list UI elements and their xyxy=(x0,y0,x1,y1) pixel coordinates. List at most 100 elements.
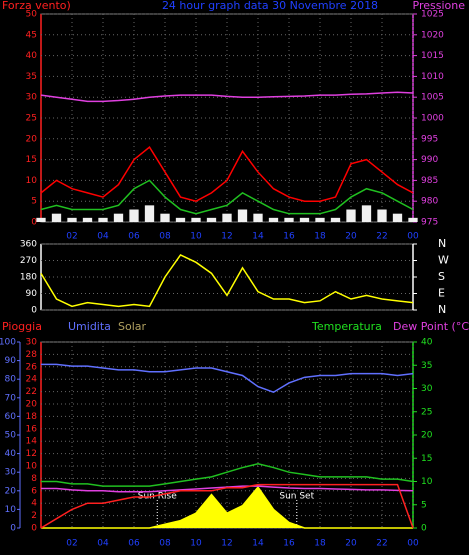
x-tick-label: 00 xyxy=(407,539,419,549)
x-tick-label: 02 xyxy=(66,232,77,242)
y-tick-label: 30 xyxy=(26,338,38,348)
y2-tick-label: 980 xyxy=(421,197,438,207)
y3-tick-label: 70 xyxy=(5,393,17,403)
y3-tick-label: 100 xyxy=(0,338,16,348)
x-tick-label: 14 xyxy=(252,232,264,242)
y2-tick-label: 1000 xyxy=(421,114,444,124)
y-tick-label: 45 xyxy=(26,30,37,40)
x-tick-label: 18 xyxy=(314,539,326,549)
x-tick-label: 08 xyxy=(159,539,171,549)
y3-tick-label: 10 xyxy=(5,505,17,515)
bar xyxy=(144,205,155,222)
bar xyxy=(51,213,62,222)
x-tick-label: 06 xyxy=(128,232,140,242)
axis-label: Solar xyxy=(118,320,147,333)
annotation: Sun Rise xyxy=(138,492,177,502)
axis-label: Temperatura xyxy=(311,320,382,333)
bar xyxy=(361,205,372,222)
annotation: Sun Set xyxy=(279,492,314,502)
x-tick-label: 16 xyxy=(283,539,295,549)
bar xyxy=(377,209,387,222)
line xyxy=(40,146,414,203)
y2-tick-label: 990 xyxy=(421,155,438,165)
y2-tick-label: W xyxy=(438,254,449,267)
y2-tick-label: 35 xyxy=(421,361,432,371)
y2-tick-label: 995 xyxy=(421,134,438,144)
y-tick-label: 28 xyxy=(26,350,38,360)
line xyxy=(40,179,414,215)
bar xyxy=(113,213,124,222)
y-axis-title: Forza vento) xyxy=(2,0,71,12)
area xyxy=(41,485,413,529)
y-tick-label: 35 xyxy=(26,72,37,82)
x-tick-label: 10 xyxy=(190,539,202,549)
bar xyxy=(284,217,294,222)
y2-tick-label: N xyxy=(438,237,446,250)
y2-tick-label: 20 xyxy=(421,431,433,441)
chart-title: 24 hour graph data 30 Novembre 2018 xyxy=(162,0,378,12)
y-tick-label: 180 xyxy=(20,273,37,283)
y-tick-label: 4 xyxy=(31,499,37,509)
y-tick-label: 0 xyxy=(31,218,37,228)
line xyxy=(40,91,414,103)
y-tick-label: 40 xyxy=(26,51,38,61)
y-tick-label: 20 xyxy=(26,134,38,144)
bar xyxy=(253,213,263,222)
y2-tick-label: 1010 xyxy=(421,72,444,82)
bar xyxy=(82,217,93,222)
y3-tick-label: 20 xyxy=(5,486,17,496)
y2-tick-label: N xyxy=(438,303,446,316)
x-tick-label: 08 xyxy=(159,232,171,242)
axis-label: Dew Point (°C) xyxy=(393,320,469,333)
x-tick-label: 02 xyxy=(66,539,77,549)
bar xyxy=(299,217,310,222)
x-tick-label: 22 xyxy=(376,539,387,549)
y2-tick-label: 30 xyxy=(421,384,433,394)
y2-tick-label: 1015 xyxy=(421,51,444,61)
y2-tick-label: 15 xyxy=(421,454,432,464)
y-tick-label: 14 xyxy=(26,437,38,447)
x-tick-label: 16 xyxy=(283,232,295,242)
y3-tick-label: 90 xyxy=(5,356,17,366)
y-tick-label: 26 xyxy=(26,362,38,372)
x-tick-label: 20 xyxy=(345,232,357,242)
x-tick-label: 18 xyxy=(314,232,326,242)
line xyxy=(40,483,414,529)
y-tick-label: 8 xyxy=(31,474,37,484)
x-tick-label: 20 xyxy=(345,539,357,549)
bar xyxy=(98,217,108,222)
y2-tick-label: 0 xyxy=(421,524,427,534)
y-tick-label: 20 xyxy=(26,400,38,410)
bar xyxy=(237,209,248,222)
y-tick-label: 50 xyxy=(26,10,38,20)
y-tick-label: 12 xyxy=(26,449,37,459)
bar xyxy=(160,213,170,222)
x-tick-label: 04 xyxy=(97,232,109,242)
bar xyxy=(392,213,403,222)
y-tick-label: 2 xyxy=(31,511,37,521)
y-tick-label: 22 xyxy=(26,387,37,397)
y2-tick-label: 40 xyxy=(421,338,433,348)
y-tick-label: 16 xyxy=(26,424,38,434)
line xyxy=(41,363,414,394)
bar xyxy=(175,217,186,222)
x-tick-label: 14 xyxy=(252,539,264,549)
y-tick-label: 24 xyxy=(26,375,38,385)
bar xyxy=(36,217,46,222)
y2-tick-label: 25 xyxy=(421,407,432,417)
bar xyxy=(346,209,356,222)
y-tick-label: 270 xyxy=(20,256,37,266)
bar xyxy=(129,209,139,222)
y-tick-label: 360 xyxy=(20,240,37,250)
y2-tick-label: E xyxy=(438,287,445,300)
x-tick-label: 12 xyxy=(221,232,232,242)
y3-tick-label: 80 xyxy=(5,375,17,385)
y-tick-label: 15 xyxy=(26,155,37,165)
line xyxy=(41,463,414,487)
y3-tick-label: 30 xyxy=(5,468,17,478)
x-tick-label: 22 xyxy=(376,232,387,242)
bar xyxy=(191,217,201,222)
y-tick-label: 18 xyxy=(26,412,38,422)
